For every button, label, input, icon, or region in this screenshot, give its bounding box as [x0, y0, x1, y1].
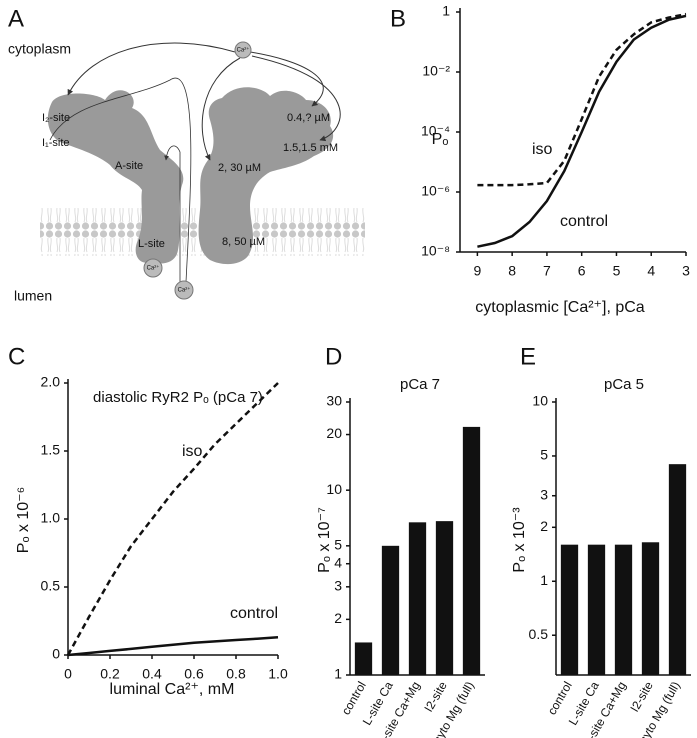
- y-tick-label: 5: [540, 447, 548, 463]
- series-line: [67, 636, 279, 657]
- affinity-label: 8, 50 µM: [222, 236, 265, 248]
- site-label: A-site: [115, 160, 143, 172]
- y-tick-label: 2: [334, 610, 342, 626]
- y-tick-label: 1.0: [41, 510, 61, 526]
- bar: [587, 544, 606, 675]
- x-tick-label: 1.0: [268, 666, 288, 682]
- y-tick-label: 1.5: [41, 442, 61, 458]
- arrow: [67, 42, 236, 96]
- x-axis-label: luminal Ca²⁺, mM: [110, 681, 235, 698]
- x-tick-label: I2-site: [421, 679, 450, 715]
- ion-label: Ca²⁺: [178, 287, 191, 294]
- series-label: control: [560, 213, 608, 230]
- arrow: [201, 57, 241, 161]
- y-axis-label: Pₒ x 10⁻⁷: [316, 507, 333, 573]
- ion: [234, 41, 252, 59]
- x-tick-label: 0: [64, 666, 72, 682]
- affinity-label: 1.5,1.5 mM: [283, 142, 338, 154]
- x-tick-label: 4: [647, 263, 655, 279]
- bar: [435, 521, 454, 675]
- bar: [641, 542, 660, 675]
- panel-label: E: [520, 343, 536, 370]
- y-tick-label: 2.0: [41, 374, 61, 390]
- series-label: control: [230, 605, 278, 622]
- bar: [408, 522, 427, 675]
- panel-label: C: [8, 343, 25, 370]
- chart-title: pCa 5: [604, 376, 644, 393]
- bar: [354, 642, 373, 675]
- affinity-label: 2, 30 µM: [218, 162, 261, 174]
- site-label: I₂-site: [42, 112, 70, 124]
- y-tick-label: 1: [334, 666, 342, 682]
- bar: [381, 545, 400, 675]
- y-axis-label: Pₒ: [432, 131, 449, 148]
- arrow: [251, 55, 341, 142]
- site-label: I₁-site: [42, 137, 70, 149]
- x-tick-label: 3: [682, 263, 690, 279]
- y-tick-label: 3: [334, 578, 342, 594]
- y-tick-label: 5: [334, 537, 342, 553]
- arrow: [249, 51, 324, 107]
- x-tick-label: 7: [543, 263, 551, 279]
- bar: [614, 544, 633, 675]
- region-label: cytoplasm: [8, 41, 71, 57]
- x-tick-label: 9: [473, 263, 481, 279]
- y-tick-label: 10⁻⁴: [421, 123, 450, 139]
- y-tick-label: 2: [540, 518, 548, 534]
- bar: [462, 426, 481, 675]
- y-tick-label: 10: [326, 481, 342, 497]
- y-tick-label: 0.5: [41, 578, 61, 594]
- x-tick-label: I2-site: [627, 679, 656, 715]
- x-tick-label: 5: [613, 263, 621, 279]
- y-tick-label: 30: [326, 393, 342, 409]
- bar: [668, 464, 687, 675]
- y-tick-label: 1: [442, 3, 450, 19]
- ion: [174, 280, 194, 300]
- ion: [143, 258, 163, 278]
- chart-title: pCa 7: [400, 376, 440, 393]
- x-tick-label: 0.4: [142, 666, 162, 682]
- y-tick-label: 10⁻⁶: [421, 183, 450, 199]
- series-label: iso: [182, 443, 203, 460]
- series-line: [477, 12, 687, 187]
- x-tick-label: 6: [578, 263, 586, 279]
- chart-title: diastolic RyR2 Pₒ (pCa 7): [93, 389, 263, 406]
- panel-label: B: [390, 5, 406, 32]
- panel-a: A cytoplasm lumen I₂-site I₁-site A-site…: [8, 5, 365, 304]
- y-tick-label: 4: [334, 554, 342, 570]
- y-axis-label: Pₒ x 10⁻³: [511, 507, 528, 573]
- bar: [560, 544, 579, 675]
- x-tick-label: 8: [508, 263, 516, 279]
- series-label: iso: [532, 141, 553, 158]
- x-axis-label: cytoplasmic [Ca²⁺], pCa: [475, 299, 644, 316]
- ion-label: Ca²⁺: [147, 265, 160, 272]
- series-line: [66, 382, 279, 656]
- ryr2-subunit: [198, 87, 334, 265]
- x-tick-label: 0.6: [184, 666, 204, 682]
- y-tick-label: 20: [326, 425, 342, 441]
- panel-label: A: [8, 5, 24, 32]
- y-tick-label: 3: [540, 486, 548, 502]
- region-label: lumen: [14, 288, 52, 304]
- y-tick-label: 10⁻²: [422, 63, 450, 79]
- y-tick-label: 10⁻⁸: [421, 243, 450, 259]
- panel-label: D: [325, 343, 342, 370]
- arrow: [49, 77, 192, 283]
- affinity-label: 0.4,? µM: [287, 112, 330, 124]
- x-tick-label: 0.8: [226, 666, 246, 682]
- series-line: [477, 14, 687, 248]
- y-tick-label: 0.5: [529, 626, 549, 642]
- ryr2-subunit: [47, 90, 184, 264]
- site-label: L-site: [138, 238, 165, 250]
- y-tick-label: 10: [532, 393, 548, 409]
- ion-label: Ca²⁺: [237, 47, 250, 54]
- y-axis-label: Pₒ x 10⁻⁶: [15, 487, 32, 553]
- arrow: [164, 145, 181, 282]
- y-tick-label: 0: [52, 646, 60, 662]
- x-tick-label: 0.2: [100, 666, 120, 682]
- y-tick-label: 1: [540, 572, 548, 588]
